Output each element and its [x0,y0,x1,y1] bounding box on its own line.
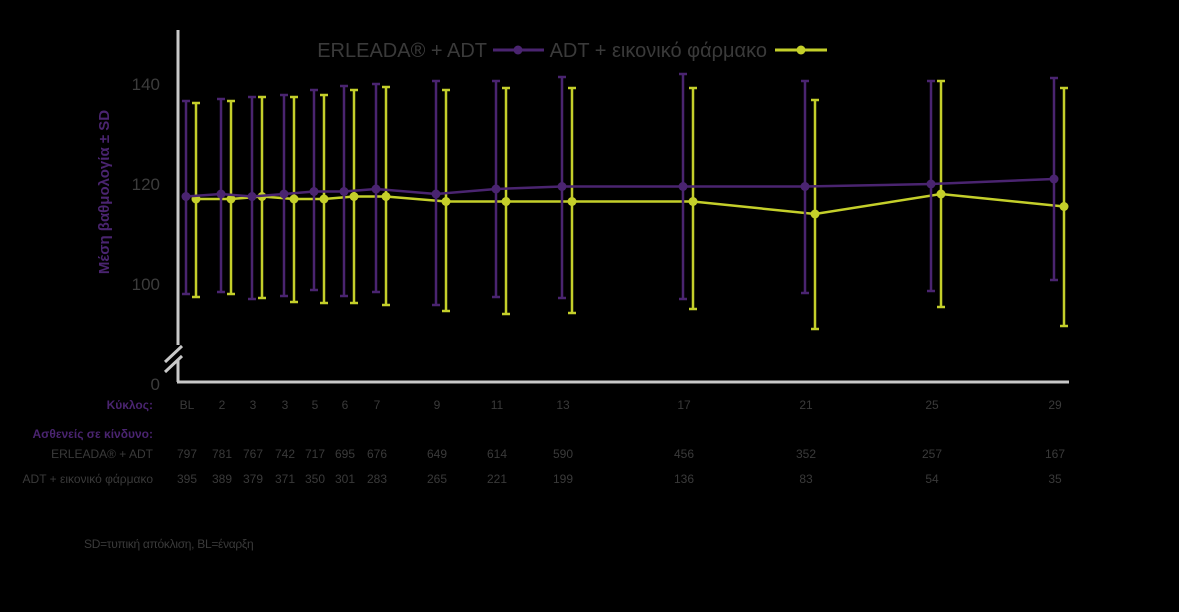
data-point [936,189,946,199]
at-risk-cell: 221 [487,472,507,486]
at-risk-cell: 614 [487,447,507,461]
at-risk-cell: 83 [799,472,813,486]
data-point [381,192,391,201]
data-point [431,189,441,199]
cycle-cell: 17 [677,398,691,412]
cycle-cell: 2 [219,398,226,412]
data-point [678,182,688,191]
data-point [349,192,359,201]
at-risk-cell: 389 [212,472,232,486]
cycle-cell: 25 [925,398,939,412]
data-point [371,184,381,194]
at-risk-cell: 371 [275,472,295,486]
at-risk-cell: 456 [674,447,694,461]
at-risk-cell: 136 [674,472,694,486]
at-risk-cell: 649 [427,447,447,461]
at-risk-cell: 742 [275,447,295,461]
cycle-cell: 5 [312,398,319,412]
series-line [185,177,1055,198]
at-risk-cell: 695 [335,447,355,461]
at-risk-cell: 265 [427,472,447,486]
cycle-cell: 21 [799,398,813,412]
series-placebo [191,79,1069,331]
y-tick-labels: 0 100 120 140 [132,75,160,394]
data-point [1049,174,1059,184]
data-point [279,189,289,199]
data-point [800,182,810,191]
y-tick-label: 0 [151,375,160,394]
y-axis-label: Μέση βαθμολογία ± SD [96,110,113,274]
data-point [1059,202,1069,211]
data-point [289,194,299,204]
data-point [491,184,501,194]
at-risk-cell: 167 [1045,447,1065,461]
cycle-row-label: Κύκλος: [107,398,153,412]
data-point [567,197,577,206]
data-point [309,187,319,196]
y-tick-label: 100 [132,275,160,294]
data-point [226,194,236,204]
cycle-row: BL 2 3 3 5 6 7 9 11 13 17 21 25 29 [180,398,1062,412]
cycle-cell: 29 [1048,398,1062,412]
data-point [501,197,511,206]
data-point [339,187,349,196]
at-risk-cell: 797 [177,447,197,461]
at-risk-cell: 352 [796,447,816,461]
legend: ERLEADA® + ADT ADT + εικονικό φάρμακο [317,40,827,62]
axis-break-icon [163,344,188,374]
axes [163,30,1069,384]
legend-label-placebo: ADT + εικονικό φάρμακο [550,40,767,62]
y-tick-label: 140 [132,75,160,94]
at-risk-cell: 676 [367,447,387,461]
cycle-cell: 13 [556,398,570,412]
data-point [319,194,329,204]
cycle-cell: 3 [250,398,257,412]
at-risk-cell: 395 [177,472,197,486]
cycle-cell: 3 [282,398,289,412]
data-point [247,192,257,201]
at-risk-cell: 301 [335,472,355,486]
at-risk-cell: 54 [925,472,939,486]
cycle-cell: BL [180,398,195,412]
row-erleada: 797 781 767 742 717 695 676 649 614 590 456 352 257 1… [177,447,1065,461]
at-risk-cell: 257 [922,447,942,461]
legend-marker-placebo [775,45,827,55]
at-risk-cell: 35 [1048,472,1062,486]
legend-label-erleada: ERLEADA® + ADT [317,40,487,62]
y-tick-label: 120 [132,175,160,194]
data-point [181,192,191,201]
data-point [810,209,820,219]
at-risk-cell: 781 [212,447,232,461]
at-risk-cell: 283 [367,472,387,486]
data-point [557,182,567,191]
series-line [196,192,1065,216]
row-placebo-label: ADT + εικονικό φάρμακο [23,472,154,486]
cycle-cell: 9 [434,398,441,412]
data-point [926,179,936,189]
legend-marker-erleada [493,45,544,55]
row-placebo: 395 389 379 371 350 301 283 265 221 199 136 83 54 35 [177,472,1062,486]
at-risk-table: Κύκλος: Ασθενείς σε κίνδυνο: ERLEADA® + … [23,398,1066,486]
at-risk-cell: 350 [305,472,325,486]
at-risk-cell: 379 [243,472,263,486]
footnote: SD=τυπική απόκλιση, BL=έναρξη [84,537,254,551]
data-point [216,189,226,199]
cycle-cell: 6 [342,398,349,412]
data-point [441,197,451,206]
at-risk-cell: 590 [553,447,573,461]
cycle-cell: 11 [491,398,504,412]
data-point [688,197,698,206]
row-erleada-label: ERLEADA® + ADT [51,447,154,461]
at-risk-row-label: Ασθενείς σε κίνδυνο: [32,427,153,441]
at-risk-cell: 717 [305,447,325,461]
at-risk-cell: 199 [553,472,573,486]
cycle-cell: 7 [374,398,381,412]
series-erleada [181,72,1059,307]
at-risk-cell: 767 [243,447,263,461]
